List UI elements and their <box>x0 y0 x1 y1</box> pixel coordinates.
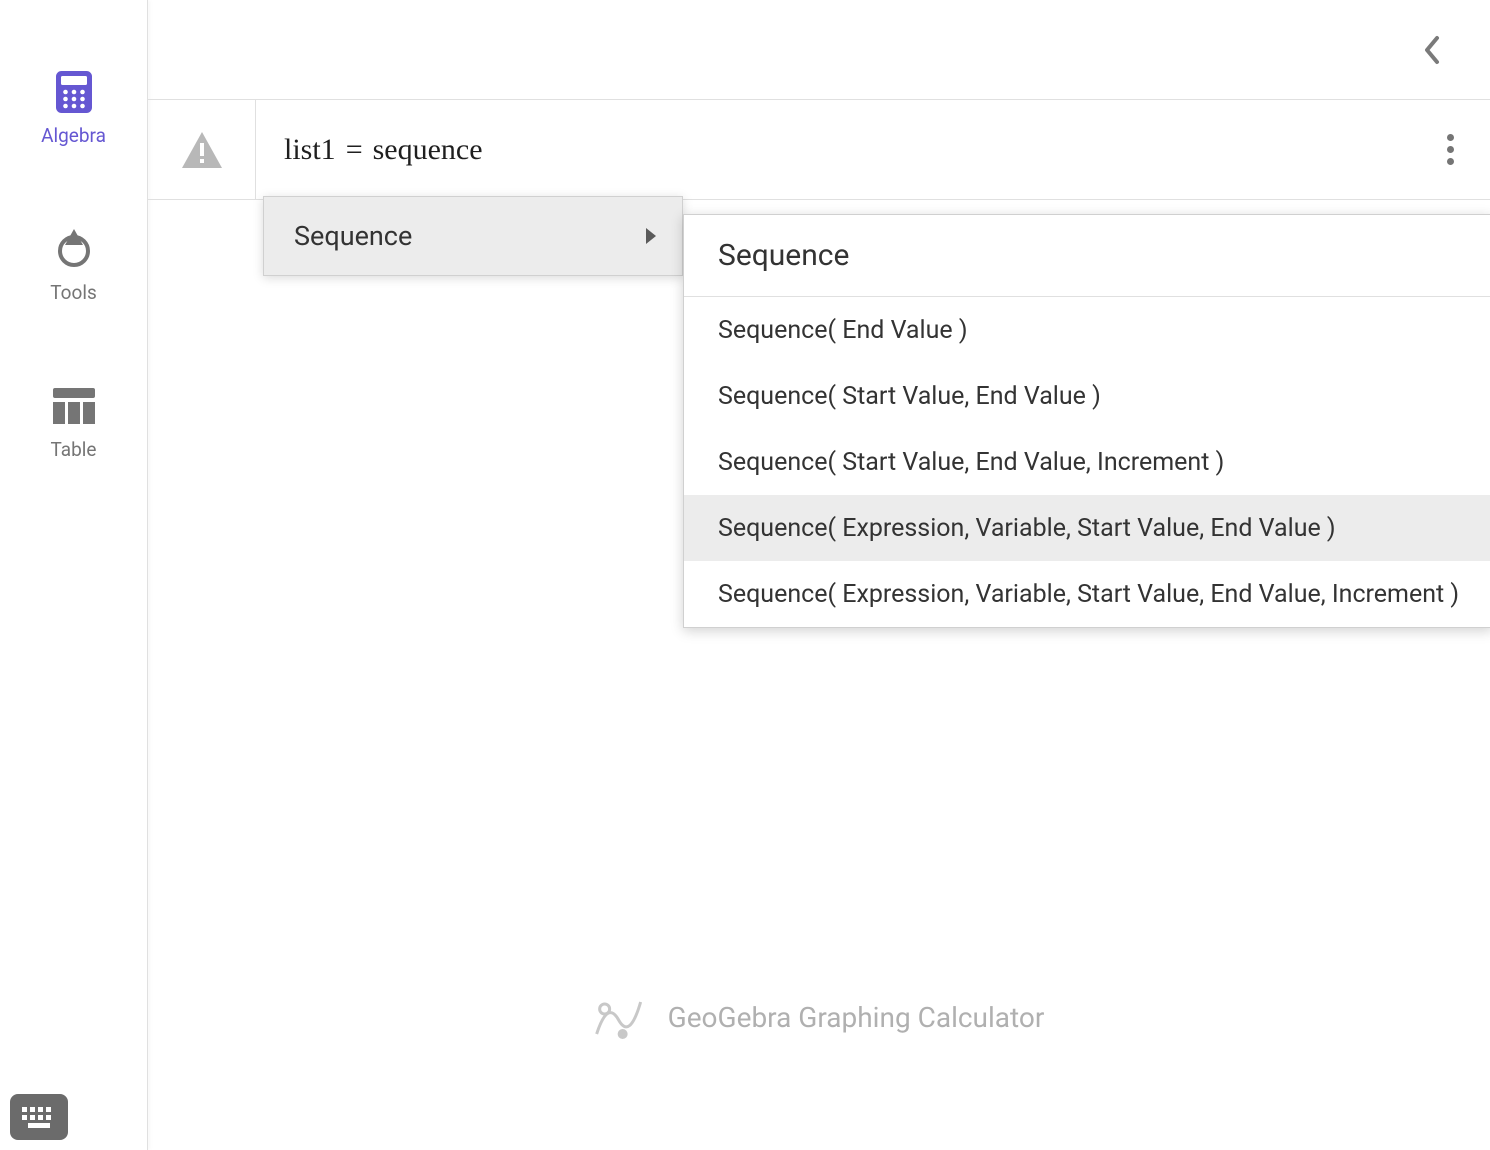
sidebar-item-label: Table <box>51 438 97 461</box>
autocomplete-option[interactable]: Sequence( Expression, Variable, Start Va… <box>684 495 1490 561</box>
expression-more-button[interactable] <box>1410 100 1490 199</box>
sidebar-item-label: Algebra <box>41 124 106 147</box>
warning-icon <box>180 130 224 170</box>
autocomplete-option-label: Sequence( Expression, Variable, Start Va… <box>718 514 1336 543</box>
submenu-arrow-icon <box>646 228 656 244</box>
autocomplete-option-label: Sequence( Start Value, End Value, Increm… <box>718 448 1224 477</box>
sidebar-item-algebra[interactable]: Algebra <box>41 70 106 147</box>
autocomplete-item-sequence[interactable]: Sequence <box>264 197 682 275</box>
autocomplete-option[interactable]: Sequence( Start Value, End Value, Increm… <box>684 429 1490 495</box>
sidebar-item-tools[interactable]: Tools <box>50 227 97 304</box>
sidebar: Algebra Tools Table <box>0 0 148 1150</box>
calculator-icon <box>52 70 96 114</box>
keyboard-icon <box>19 1104 59 1130</box>
autocomplete-item-label: Sequence <box>294 220 412 252</box>
more-vertical-icon <box>1447 134 1454 165</box>
sidebar-item-label: Tools <box>50 281 97 304</box>
autocomplete-menu: Sequence <box>263 196 683 276</box>
autocomplete-option-label: Sequence( Start Value, End Value ) <box>718 382 1101 411</box>
autocomplete-submenu-header: Sequence <box>684 215 1490 297</box>
expression-input[interactable]: list1 = sequence <box>256 100 1410 199</box>
expression-row: list1 = sequence <box>148 100 1490 200</box>
expression-equals: = <box>346 133 363 167</box>
keyboard-toggle-button[interactable] <box>10 1094 68 1140</box>
expression-rhs: sequence <box>373 133 483 167</box>
collapse-panel-button[interactable] <box>1414 32 1450 68</box>
tools-icon <box>52 227 96 271</box>
top-strip <box>148 0 1490 100</box>
graph-logo-icon <box>594 994 644 1040</box>
autocomplete-option[interactable]: Sequence( Expression, Variable, Start Va… <box>684 561 1490 627</box>
autocomplete-option[interactable]: Sequence( End Value ) <box>684 297 1490 363</box>
autocomplete-option-label: Sequence( End Value ) <box>718 316 968 345</box>
autocomplete-option[interactable]: Sequence( Start Value, End Value ) <box>684 363 1490 429</box>
autocomplete-option-label: Sequence( Expression, Variable, Start Va… <box>718 580 1459 609</box>
app-watermark: GeoGebra Graphing Calculator <box>594 994 1045 1040</box>
autocomplete-submenu: Sequence Sequence( End Value ) Sequence(… <box>683 214 1490 628</box>
expression-status <box>148 100 256 199</box>
chevron-left-icon <box>1422 35 1442 65</box>
sidebar-item-table[interactable]: Table <box>51 384 97 461</box>
expression-lhs: list1 <box>284 133 336 167</box>
table-icon <box>52 384 96 428</box>
watermark-text: GeoGebra Graphing Calculator <box>668 1001 1045 1034</box>
